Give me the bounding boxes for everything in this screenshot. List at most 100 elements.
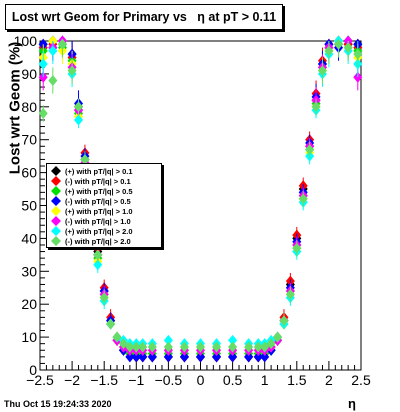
data-point bbox=[260, 341, 270, 353]
y-axis-label-text: Lost wrt Geom (%) bbox=[6, 41, 24, 174]
legend-label: (-) with pT/|q| > 0.5 bbox=[65, 196, 131, 206]
x-axis-label: η bbox=[348, 396, 356, 411]
data-point bbox=[48, 74, 58, 86]
x-tick-label: −2.5 bbox=[26, 372, 54, 388]
data-point bbox=[106, 318, 116, 330]
x-tick-label: 1 bbox=[261, 372, 269, 388]
y-tick-label: 0 bbox=[29, 362, 37, 378]
data-point bbox=[343, 42, 353, 54]
data-point bbox=[93, 249, 103, 261]
legend-marker-icon bbox=[51, 226, 61, 236]
data-point bbox=[74, 101, 84, 113]
x-tick-label: −1.5 bbox=[90, 372, 118, 388]
data-point bbox=[99, 292, 109, 304]
x-tick-label: −1 bbox=[128, 372, 144, 388]
data-point bbox=[38, 107, 48, 119]
legend-entry: (-) with pT/|q| > 2.0 bbox=[51, 236, 161, 246]
legend-marker-icon bbox=[51, 236, 61, 246]
y-tick-label: 80 bbox=[21, 99, 37, 115]
data-point bbox=[48, 45, 58, 57]
legend-entry: (-) with pT/|q| > 0.5 bbox=[51, 196, 161, 206]
y-tick-label: 40 bbox=[21, 230, 37, 246]
x-tick-label: 1.5 bbox=[287, 372, 307, 388]
data-point bbox=[311, 101, 321, 113]
data-point bbox=[131, 341, 141, 353]
data-point bbox=[147, 351, 157, 363]
legend: (+) with pT/|q| > 0.1 (-) with pT/|q| > 0… bbox=[46, 163, 162, 248]
chart-title: Lost wrt Geom for Primary vs η at pT > 0… bbox=[5, 4, 283, 30]
data-point bbox=[125, 351, 135, 363]
legend-marker-icon bbox=[51, 196, 61, 206]
data-point bbox=[253, 341, 263, 353]
legend-label: (-) with pT/|q| > 0.1 bbox=[65, 176, 131, 186]
x-tick-label: −0.5 bbox=[155, 372, 183, 388]
data-point bbox=[163, 351, 173, 363]
data-point bbox=[285, 288, 295, 300]
data-point bbox=[279, 315, 289, 327]
data-point bbox=[353, 48, 363, 60]
y-tick-label: 60 bbox=[21, 165, 37, 181]
legend-entry: (-) with pT/|q| > 0.1 bbox=[51, 176, 161, 186]
y-tick-label: 100 bbox=[14, 33, 38, 49]
legend-label: (+) with pT/|q| > 0.1 bbox=[65, 166, 133, 176]
x-tick-label: 0 bbox=[197, 372, 205, 388]
series-7 bbox=[38, 38, 363, 353]
legend-label: (+) with pT/|q| > 1.0 bbox=[65, 206, 133, 216]
x-tick-label: 2 bbox=[325, 372, 333, 388]
data-point bbox=[179, 351, 189, 363]
data-point bbox=[228, 334, 238, 346]
y-tick-label: 10 bbox=[21, 329, 37, 345]
legend-label: (-) with pT/|q| > 1.0 bbox=[65, 216, 131, 226]
legend-marker-icon bbox=[51, 216, 61, 226]
data-point bbox=[163, 334, 173, 346]
data-point bbox=[253, 351, 263, 363]
legend-entry: (+) with pT/|q| > 0.1 bbox=[51, 166, 161, 176]
legend-entry: (-) with pT/|q| > 1.0 bbox=[51, 216, 161, 226]
legend-marker-icon bbox=[51, 166, 61, 176]
x-tick-label: 2.5 bbox=[351, 372, 371, 388]
data-point bbox=[334, 38, 344, 50]
data-point bbox=[80, 153, 90, 165]
data-point bbox=[317, 65, 327, 77]
data-point bbox=[138, 341, 148, 353]
data-point bbox=[38, 58, 48, 70]
y-tick-label: 20 bbox=[21, 296, 37, 312]
data-point bbox=[67, 65, 77, 77]
data-point bbox=[298, 193, 308, 205]
data-point bbox=[179, 341, 189, 353]
data-point bbox=[228, 341, 238, 353]
y-tick-label: 70 bbox=[21, 132, 37, 148]
data-point bbox=[244, 351, 254, 363]
legend-label: (+) with pT/|q| > 2.0 bbox=[65, 226, 133, 236]
legend-marker-icon bbox=[51, 176, 61, 186]
legend-entry: (+) with pT/|q| > 0.5 bbox=[51, 186, 161, 196]
y-axis-label: Lost wrt Geom (%) bbox=[2, 40, 28, 175]
data-point bbox=[273, 331, 283, 343]
data-point bbox=[266, 338, 276, 350]
data-point bbox=[244, 341, 254, 353]
data-point bbox=[228, 351, 238, 363]
data-point bbox=[163, 341, 173, 353]
legend-entry: (+) with pT/|q| > 2.0 bbox=[51, 226, 161, 236]
data-point bbox=[305, 144, 315, 156]
timestamp: Thu Oct 15 19:24:33 2020 bbox=[4, 399, 112, 409]
y-tick-label: 90 bbox=[21, 66, 37, 82]
legend-entry: (+) with pT/|q| > 1.0 bbox=[51, 206, 161, 216]
data-point bbox=[125, 341, 135, 353]
data-point bbox=[118, 338, 128, 350]
data-point bbox=[324, 45, 334, 57]
data-point bbox=[57, 38, 67, 50]
legend-marker-icon bbox=[51, 186, 61, 196]
legend-marker-icon bbox=[51, 206, 61, 216]
y-tick-label: 50 bbox=[21, 198, 37, 214]
data-point bbox=[212, 341, 222, 353]
data-point bbox=[147, 341, 157, 353]
data-point bbox=[196, 351, 205, 363]
data-point bbox=[212, 351, 222, 363]
data-point bbox=[74, 114, 84, 126]
x-tick-label: −2 bbox=[64, 372, 80, 388]
data-point bbox=[260, 351, 270, 363]
data-point bbox=[138, 351, 148, 363]
legend-label: (-) with pT/|q| > 2.0 bbox=[65, 236, 131, 246]
